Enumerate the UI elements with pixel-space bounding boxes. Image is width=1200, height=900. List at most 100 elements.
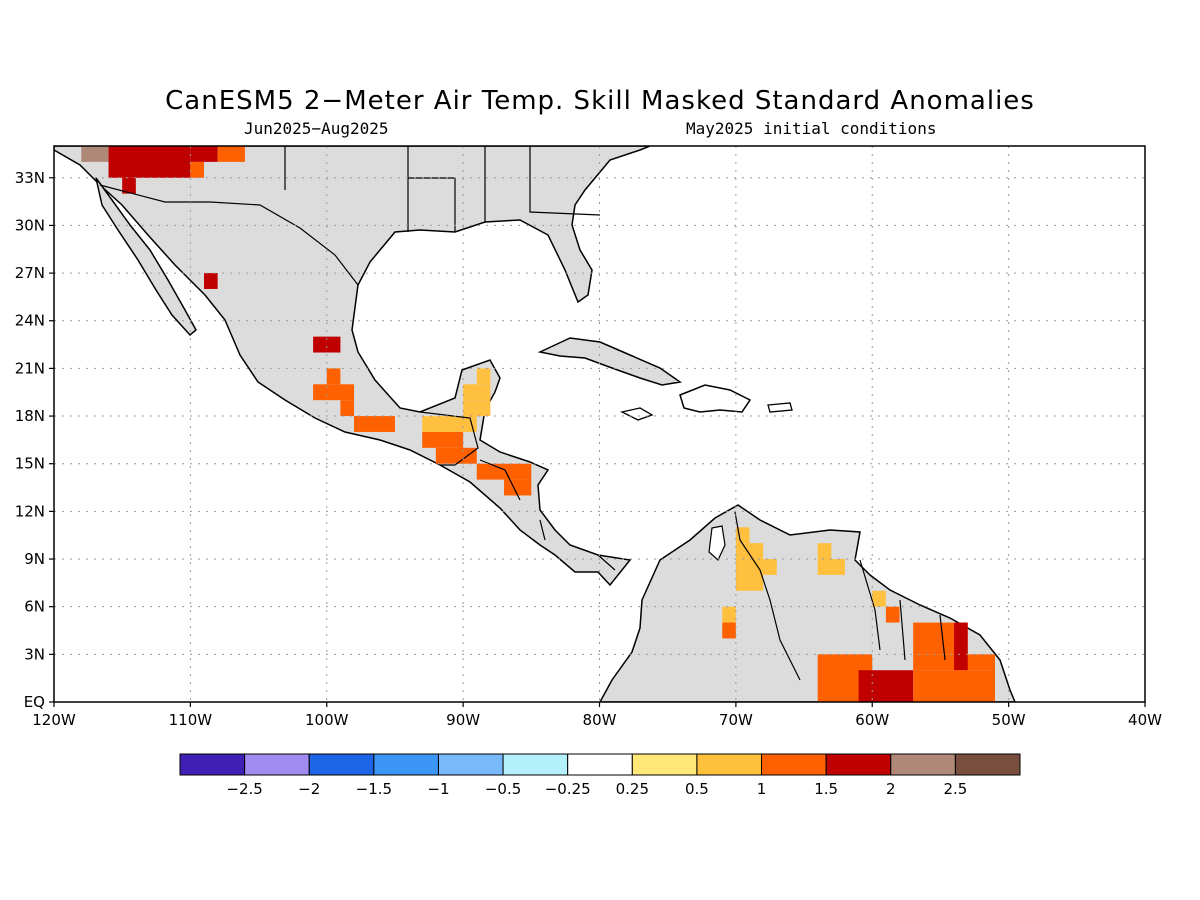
longitude-label: 70W [719,711,753,729]
puerto-rico-land [767,402,793,413]
longitude-label: 80W [583,711,617,729]
latitude-label: 24N [15,312,45,330]
anomaly-cell [476,368,491,385]
anomaly-cell [190,146,218,162]
latitude-label: 15N [15,455,45,473]
latitude-label: 33N [15,169,45,187]
anomaly-cell [463,384,491,401]
latitude-label: 3N [24,645,45,663]
colorbar-swatch [502,753,569,776]
colorbar-swatch [696,753,763,776]
latitude-label: 27N [15,264,45,282]
colorbar-swatch [567,753,633,776]
colorbar-label: 1.5 [814,780,838,798]
colorbar-label: 0.5 [685,780,709,798]
colorbar-label: 2.5 [943,780,967,798]
cuba-land [537,337,682,386]
lake-maracaibo [708,525,726,561]
anomaly-cell [326,368,341,385]
latitude-label: 9N [24,550,45,568]
anomaly-cell [735,543,764,560]
baja-california-land [95,177,197,337]
longitude-label: 120W [32,711,76,729]
anomaly-cell [313,384,355,401]
longitude-label: 110W [169,711,213,729]
guianas-borders [859,559,946,661]
latitude-label: 30N [15,216,45,234]
anomaly-cell [735,574,764,591]
colorbar-swatch [890,753,956,776]
anomaly-cell [954,622,968,671]
lat-lon-grid [54,146,1145,702]
anomaly-cell [354,416,395,432]
longitude-labels: 120W 110W 100W 90W 80W 70W 60W 50W 40W [32,702,1162,729]
colorbar-swatch [954,753,1021,776]
anomaly-cell [817,559,845,575]
anomaly-cell [858,670,914,702]
colorbar-label: −2.5 [226,780,262,798]
anomaly-cell [340,400,355,417]
anomaly-cell [913,670,995,702]
colorbar-label: −0.25 [545,780,591,798]
map-title: CanESM5 2−Meter Air Temp. Skill Masked S… [165,86,1035,116]
anomaly-cell [722,606,736,623]
anomaly-cell [735,559,777,575]
anomaly-cell [504,479,532,496]
colorbar-label: 1 [757,780,767,798]
central-america-borders [479,459,616,571]
longitude-label: 100W [305,711,349,729]
anomaly-cell [122,177,136,194]
anomaly-cell [217,146,245,162]
anomaly-cell [872,590,886,607]
us-mexico-border [99,184,359,286]
jamaica-land [620,407,654,421]
colombia-venezuela-border [734,511,801,681]
colorbar-swatch [761,753,827,776]
anomaly-cell [463,400,491,417]
latitude-label: 6N [24,598,45,616]
colorbar-swatch [825,753,892,776]
longitude-label: 50W [992,711,1026,729]
hispaniola-land [679,384,752,413]
anomaly-cell [476,463,532,480]
anomaly-cell [204,273,218,289]
colorbar-legend: −2.5 −2 −1.5 −1 −0.5 −0.25 0.25 0.5 1 1.5 2 2.5 [179,753,1021,798]
anomaly-cell [190,161,205,178]
anomaly-cell [885,606,900,623]
anomaly-cell [81,146,109,162]
colorbar-swatch [373,753,439,776]
forecast-period: Jun2025−Aug2025 [244,119,389,138]
latitude-label: EQ [24,693,45,711]
anomaly-cell [313,336,341,353]
colorbar-label: −0.5 [485,780,521,798]
south-america-land [599,504,1016,702]
anomaly-cell [722,622,736,639]
land-masses [54,146,1016,702]
colorbar-swatch [437,753,504,776]
longitude-label: 40W [1128,711,1162,729]
colorbar-label: −1.5 [356,780,392,798]
anomaly-cells [81,146,995,702]
colorbar-swatch [179,753,246,776]
anomaly-cell [108,146,191,178]
anomaly-cell [422,416,477,432]
colorbar-label: 2 [886,780,896,798]
colorbar-swatch [308,753,375,776]
colorbar-label: 0.25 [616,780,649,798]
north-america-land [54,146,651,587]
longitude-label: 60W [855,711,889,729]
latitude-label: 21N [15,359,45,377]
latitude-labels: EQ 3N 6N 9N 12N 15N 18N 21N 24N 27N 30N 33N [15,169,54,711]
colorbar-label: −1 [427,780,449,798]
guatemala-border [419,411,479,466]
latitude-label: 18N [15,407,45,425]
anomaly-cell [435,447,477,464]
anomaly-cell [422,431,464,448]
colorbar-label: −2 [298,780,320,798]
latitude-label: 12N [15,502,45,520]
colorbar-swatch [631,753,698,776]
anomaly-cell [817,543,832,560]
initial-conditions: May2025 initial conditions [686,119,937,138]
longitude-label: 90W [446,711,480,729]
